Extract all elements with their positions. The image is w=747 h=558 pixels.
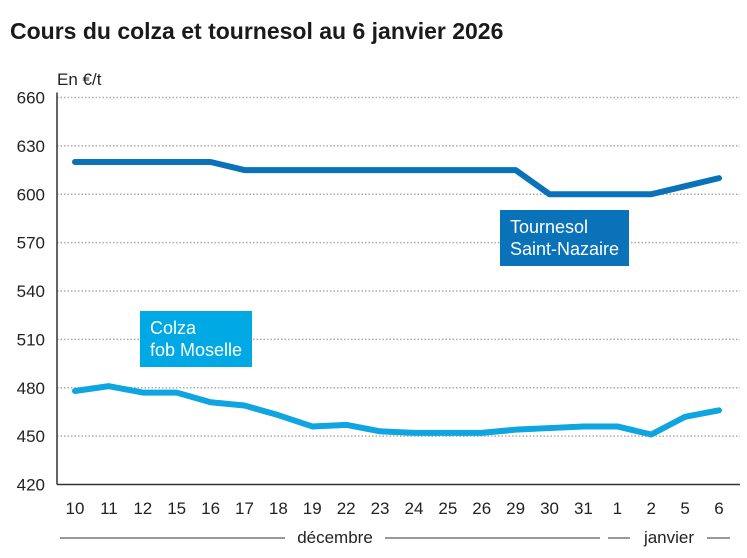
y-tick-label: 480 [17,379,45,398]
x-tick-label: 19 [303,499,322,518]
series-line-colza [72,383,722,438]
x-tick-label: 5 [680,499,689,518]
y-tick-label: 660 [17,89,45,108]
chart-title: Cours du colza et tournesol au 6 janvier… [10,18,504,44]
x-tick-label: 1 [613,499,622,518]
x-tick-label: 30 [540,499,559,518]
y-tick-label: 630 [17,137,45,156]
x-tick-label: 15 [167,499,186,518]
y-tick-label: 450 [17,427,45,446]
x-tick-label: 23 [371,499,390,518]
x-tick-label: 2 [646,499,655,518]
y-tick-label: 540 [17,282,45,301]
month-label-janvier: janvier [643,528,694,547]
y-tick-label: 420 [17,476,45,495]
y-tick-label: 600 [17,185,45,204]
x-tick-label: 29 [506,499,525,518]
label-line: Tournesol [510,217,589,237]
month-label-decembre: décembre [297,528,373,547]
x-tick-label: 12 [133,499,152,518]
y-tick-label: 570 [17,234,45,253]
x-tick-label: 25 [438,499,457,518]
x-tick-label: 17 [235,499,254,518]
x-tick-label: 16 [201,499,220,518]
x-tick-label: 11 [100,499,118,518]
x-tick-label: 18 [269,499,288,518]
x-tick-label: 6 [714,499,723,518]
x-tick-label: 22 [337,499,356,518]
x-tick-label: 10 [66,499,85,518]
label-line: Colza [150,318,197,338]
label-line: Saint-Nazaire [510,239,620,259]
series-line-tournesol [72,159,722,198]
label-tournesol: Tournesol Saint-Nazaire [500,210,630,266]
label-colza: Colza fob Moselle [140,311,253,367]
x-tick-label: 24 [404,499,423,518]
y-tick-label: 510 [17,330,45,349]
x-tick-label: 31 [574,499,593,518]
y-axis-unit: En €/t [57,70,102,89]
label-line: fob Moselle [150,340,243,360]
x-tick-label: 26 [472,499,491,518]
